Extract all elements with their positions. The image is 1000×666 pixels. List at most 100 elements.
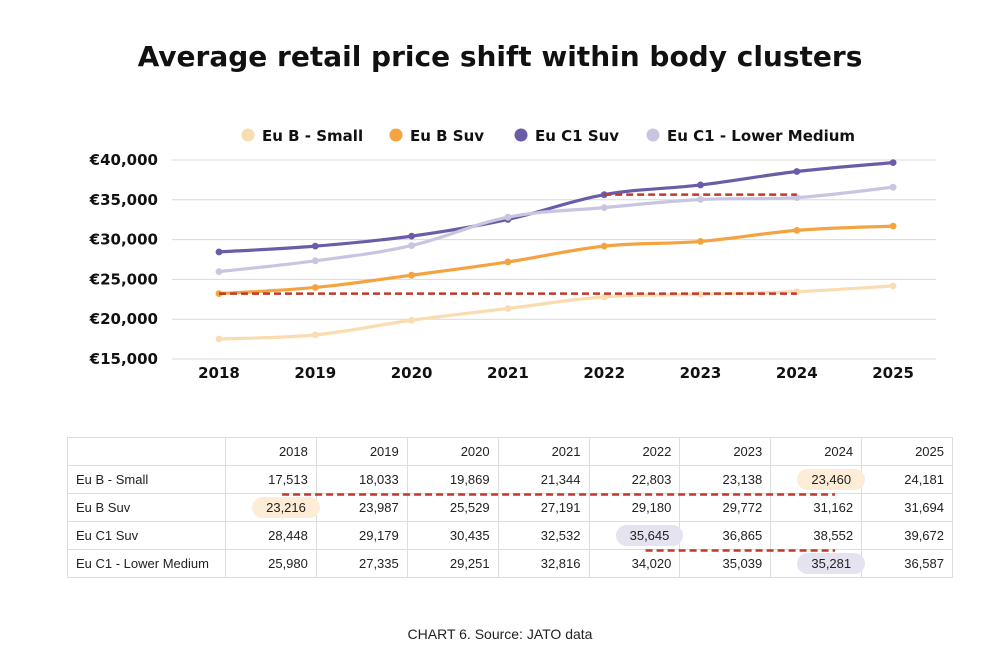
table-row-label: Eu C1 - Lower Medium xyxy=(67,549,226,578)
table-row-label: Eu B - Small xyxy=(67,465,226,494)
table-cell: 32,816 xyxy=(497,549,590,578)
table-cell: 17,513 xyxy=(225,465,317,494)
x-tick-label: 2019 xyxy=(294,364,336,382)
data-table: 2018 2019 2020 2021 2022 2023 2024 2025 Eu B - … xyxy=(67,437,953,578)
table-cell: 21,344 xyxy=(497,465,590,494)
data-point xyxy=(600,191,608,199)
data-point xyxy=(793,168,801,175)
highlighted-value: 35,281 xyxy=(797,553,866,574)
legend-label: Eu C1 Suv xyxy=(535,127,619,145)
table-cell: 34,020 xyxy=(588,549,681,578)
data-point xyxy=(600,293,608,301)
data-point xyxy=(408,242,415,249)
x-tick-label: 2022 xyxy=(583,364,625,382)
table-cell: 36,587 xyxy=(861,549,953,578)
y-axis-ticks: €40,000 €35,000 €30,000 €25,000 €20,000 €15,0… xyxy=(89,151,158,368)
x-axis-ticks: 2018 2019 2020 2021 2022 2023 2024 2025 xyxy=(198,364,914,382)
table-cell: 32,532 xyxy=(497,521,590,550)
table-header-cell: 2019 xyxy=(315,437,408,466)
legend-label: Eu C1 - Lower Medium xyxy=(667,127,855,145)
table-cell: 25,529 xyxy=(406,493,499,522)
data-point xyxy=(889,183,897,191)
table-cell: 25,980 xyxy=(225,549,317,578)
legend-item: Eu B - Small xyxy=(241,127,363,145)
table-header-cell: 2025 xyxy=(861,437,953,466)
chart-source: CHART 6. Source: JATO data xyxy=(407,626,593,642)
y-tick-label: €25,000 xyxy=(89,270,158,288)
data-point xyxy=(504,258,512,266)
x-tick-label: 2023 xyxy=(680,364,722,382)
table-row-label: Eu C1 Suv xyxy=(67,521,226,550)
series-line xyxy=(218,224,894,296)
table-cell: 19,869 xyxy=(406,465,499,494)
y-tick-label: €35,000 xyxy=(89,191,158,209)
table-cell: 30,435 xyxy=(406,521,499,550)
table-header-cell: 2024 xyxy=(770,437,863,466)
table-header-cell: 2023 xyxy=(679,437,772,466)
data-point xyxy=(215,248,223,256)
table-row: Eu B - Small 17,513 18,033 19,869 21,344 22,8… xyxy=(67,465,953,494)
x-tick-label: 2021 xyxy=(487,364,529,382)
legend-swatch xyxy=(646,128,660,142)
highlighted-value: 23,460 xyxy=(797,469,866,490)
legend-item: Eu C1 Suv xyxy=(514,127,619,145)
table-cell: 27,191 xyxy=(497,493,590,522)
table-cell: 23,987 xyxy=(315,493,408,522)
table-row-label: Eu B Suv xyxy=(67,493,226,522)
table-header-cell: 2022 xyxy=(588,437,681,466)
highlighted-value: 35,645 xyxy=(615,525,684,546)
chart-annotations xyxy=(219,193,797,295)
data-point xyxy=(408,316,415,324)
data-point xyxy=(697,196,704,203)
series-line xyxy=(218,185,894,274)
y-tick-label: €30,000 xyxy=(89,231,158,249)
data-point xyxy=(215,268,223,275)
data-point xyxy=(793,226,801,234)
x-tick-label: 2024 xyxy=(776,364,818,382)
table-header-cell: 2018 xyxy=(225,437,317,466)
chart-series xyxy=(215,159,897,343)
chart-title: Average retail price shift within body c… xyxy=(137,40,863,73)
legend-swatch xyxy=(241,128,255,142)
x-tick-label: 2018 xyxy=(198,364,240,382)
series-line xyxy=(218,161,894,254)
table-cell: 24,181 xyxy=(861,465,953,494)
table-cell: 29,251 xyxy=(406,549,499,578)
data-point xyxy=(889,159,897,167)
data-point xyxy=(697,181,704,189)
y-tick-label: €20,000 xyxy=(89,310,158,328)
table-cell: 31,162 xyxy=(770,493,863,522)
data-point xyxy=(215,335,223,343)
table-cell: 35,039 xyxy=(679,549,772,578)
highlighted-value: 23,216 xyxy=(252,497,320,518)
table-cell: 35,281 xyxy=(770,549,866,578)
series-line xyxy=(218,284,894,341)
legend-label: Eu B Suv xyxy=(410,127,484,145)
table-cell: 27,335 xyxy=(315,549,408,578)
table-row: Eu B Suv 23,216 23,987 25,529 27,191 29,180 29… xyxy=(67,493,953,522)
series-eu-c1-lower-medium xyxy=(215,183,897,275)
chart-grid xyxy=(172,159,936,360)
table-cell: 22,803 xyxy=(588,465,681,494)
table-corner-cell xyxy=(67,437,226,466)
data-point xyxy=(311,284,319,291)
table-header-row: 2018 2019 2020 2021 2022 2023 2024 2025 xyxy=(67,437,953,466)
table-cell: 23,460 xyxy=(770,465,866,494)
data-point xyxy=(311,242,319,250)
legend-label: Eu B - Small xyxy=(262,127,363,145)
legend-swatch xyxy=(389,128,403,142)
table-row: Eu C1 Suv 28,448 29,179 30,435 32,532 35,645 3… xyxy=(67,521,953,550)
legend-item: Eu B Suv xyxy=(389,127,484,145)
data-point xyxy=(311,257,319,265)
line-chart: Eu B - Small Eu B Suv Eu C1 Suv Eu C1 - Low… xyxy=(89,127,936,382)
legend-item: Eu C1 - Lower Medium xyxy=(646,127,855,145)
table-row: Eu C1 - Lower Medium 25,980 27,335 29,251 32… xyxy=(67,549,953,578)
series-eu-b-suv xyxy=(215,222,897,298)
data-point xyxy=(889,282,897,290)
table-cell: 36,865 xyxy=(679,521,772,550)
table-cell: 38,552 xyxy=(770,521,863,550)
legend-swatch xyxy=(514,128,528,142)
table-header-cell: 2021 xyxy=(497,437,590,466)
y-tick-label: €40,000 xyxy=(89,151,158,169)
table-cell: 28,448 xyxy=(225,521,317,550)
